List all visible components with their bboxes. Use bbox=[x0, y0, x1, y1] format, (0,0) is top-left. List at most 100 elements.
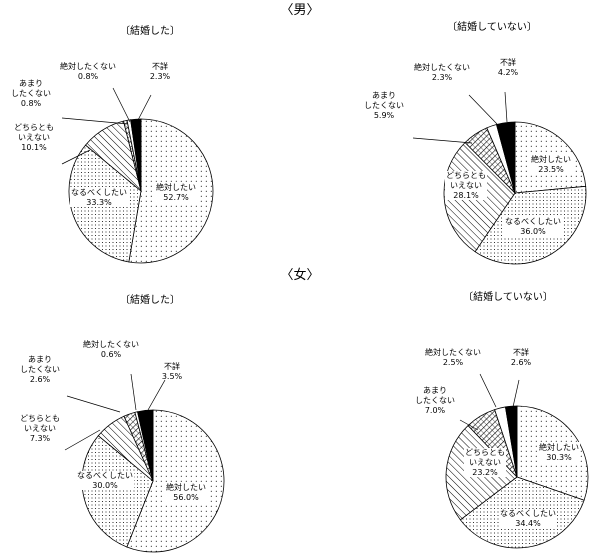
slice-value-label: 36.0% bbox=[520, 227, 546, 236]
slice-unknown bbox=[504, 405, 518, 478]
slice-category-label: なるべくしたい bbox=[505, 217, 561, 226]
pie-female-unmarried: 〔結婚していない〕絶対したい 30.3% なるべくしたい 34.4% どちらともいえない… bbox=[415, 290, 589, 549]
leader-line bbox=[504, 91, 508, 123]
slice-label: どちらともいえない 28.1% bbox=[446, 171, 486, 200]
pie-female-married: 〔結婚した〕絶対したい 56.0% なるべくしたい 30.0% どちらともいえない 7.3… bbox=[20, 293, 225, 553]
pie-male-married: 〔結婚した〕絶対したい 52.7% なるべくしたい 33.3% どちらともいえない 10.… bbox=[11, 24, 214, 264]
slice-category-label: 不詳 bbox=[164, 361, 180, 371]
leader-line bbox=[112, 87, 131, 123]
slice-value-label: 3.5% bbox=[162, 372, 183, 381]
slice-category-label: あまり bbox=[19, 79, 43, 88]
slice-value-label: 33.3% bbox=[86, 198, 112, 207]
slice-value-label: 2.3% bbox=[432, 73, 453, 82]
slice-label: あまりしたくない 5.9% bbox=[364, 91, 404, 120]
slice-value-label: 7.0% bbox=[425, 406, 446, 415]
slice-preferably-want bbox=[81, 435, 154, 548]
slice-category-label: 絶対したい bbox=[531, 154, 571, 164]
slice-category-label: なるべくしたい bbox=[500, 509, 556, 518]
slice-unknown bbox=[130, 118, 142, 192]
slice-label: なるべくしたい 30.0% bbox=[77, 471, 133, 490]
leader-line bbox=[412, 137, 473, 144]
leader-line bbox=[61, 117, 129, 125]
slice-category-label: 絶対したくない bbox=[414, 62, 470, 72]
slice-value-label: 28.1% bbox=[453, 191, 479, 200]
section-heading-male: 〈男〉 bbox=[280, 3, 319, 18]
chart-title: 〔結婚した〕 bbox=[120, 293, 180, 306]
slice-category-label: 絶対したくない bbox=[83, 339, 139, 349]
slice-label: どちらともいえない 7.3% bbox=[20, 414, 60, 443]
slice-category-label: どちらとも bbox=[465, 448, 505, 457]
leader-line bbox=[61, 149, 91, 165]
slice-value-label: 23.5% bbox=[538, 165, 564, 174]
slice-label: どちらともいえない 10.1% bbox=[14, 123, 54, 152]
slice-value-label: 2.6% bbox=[30, 375, 51, 384]
label-backdrop bbox=[538, 442, 580, 462]
slice-value-label: 2.3% bbox=[150, 72, 171, 81]
slice-label: 絶対したい 23.5% bbox=[531, 154, 571, 174]
chart-title: 〔結婚した〕 bbox=[120, 24, 180, 37]
slice-value-label: 0.8% bbox=[21, 99, 42, 108]
slice-category-label: どちらとも bbox=[14, 123, 54, 132]
slice-label: なるべくしたい 34.4% bbox=[500, 509, 556, 528]
leader-line bbox=[66, 395, 121, 413]
slice-category-label: いえない bbox=[18, 133, 50, 142]
chart-title: 〔結婚していない〕 bbox=[447, 20, 537, 33]
slice-value-label: 10.1% bbox=[21, 143, 47, 152]
slice-value-label: 7.3% bbox=[30, 434, 51, 443]
slice-label: 不詳 2.6% bbox=[511, 347, 532, 367]
slice-label: 絶対したくない 0.6% bbox=[83, 339, 139, 359]
slice-category-label: いえない bbox=[24, 424, 56, 433]
slice-value-label: 0.6% bbox=[101, 350, 122, 359]
slice-category-label: なるべくしたい bbox=[71, 188, 127, 197]
slice-label: あまりしたくない 2.6% bbox=[20, 355, 60, 384]
slice-category-label: 不詳 bbox=[513, 347, 529, 357]
slice-category-label: 絶対したい bbox=[539, 442, 579, 452]
slice-category-label: どちらとも bbox=[446, 171, 486, 180]
slice-value-label: 34.4% bbox=[515, 519, 541, 528]
slice-category-label: したくない bbox=[11, 89, 51, 98]
slice-label: 絶対したい 56.0% bbox=[166, 482, 206, 502]
label-backdrop bbox=[165, 482, 207, 502]
slice-label: なるべくしたい 36.0% bbox=[505, 217, 561, 236]
slice-category-label: したくない bbox=[415, 396, 455, 405]
slice-value-label: 52.7% bbox=[163, 193, 189, 202]
leader-line bbox=[468, 94, 498, 125]
slice-label: 不詳 2.3% bbox=[150, 61, 171, 81]
label-backdrop bbox=[76, 471, 134, 490]
leader-line bbox=[479, 373, 497, 408]
slice-label: 絶対したい 30.3% bbox=[539, 442, 579, 462]
label-backdrop bbox=[464, 448, 506, 477]
pie-male-unmarried: 〔結婚していない〕絶対したい 23.5% なるべくしたい 36.0% どちらともいえない… bbox=[364, 20, 587, 265]
slice-category-label: あまり bbox=[28, 355, 52, 364]
slice-label: 絶対したくない 2.3% bbox=[414, 62, 470, 82]
leader-line bbox=[459, 419, 479, 431]
chart-title: 〔結婚していない〕 bbox=[463, 290, 553, 303]
slice-value-label: 30.0% bbox=[92, 481, 118, 490]
label-backdrop bbox=[70, 188, 128, 207]
slice-category-label: 絶対したくない bbox=[60, 61, 116, 71]
slice-value-label: 56.0% bbox=[173, 493, 199, 502]
slice-label: 絶対したくない 2.5% bbox=[425, 347, 481, 367]
slice-category-label: いえない bbox=[469, 458, 501, 467]
slice-category-label: いえない bbox=[450, 181, 482, 190]
slice-value-label: 0.8% bbox=[78, 72, 99, 81]
leader-line bbox=[147, 379, 166, 411]
slice-category-label: 絶対したい bbox=[166, 482, 206, 492]
slice-label: あまりしたくない 7.0% bbox=[415, 386, 455, 415]
slice-value-label: 2.6% bbox=[511, 358, 532, 367]
slice-value-label: 2.5% bbox=[443, 358, 464, 367]
slice-unknown bbox=[495, 121, 516, 194]
leader-line bbox=[512, 379, 520, 408]
slice-value-label: 4.2% bbox=[498, 68, 519, 77]
slice-category-label: あまり bbox=[372, 91, 396, 100]
slice-value-label: 23.2% bbox=[472, 468, 498, 477]
slice-label: 絶対したくない 0.8% bbox=[60, 61, 116, 81]
slice-label: 絶対したい 52.7% bbox=[156, 182, 196, 202]
label-backdrop bbox=[504, 217, 562, 236]
slice-category-label: なるべくしたい bbox=[77, 471, 133, 480]
slice-unknown bbox=[137, 409, 154, 482]
section-heading-female: 〈女〉 bbox=[280, 267, 319, 283]
slice-category-label: 不詳 bbox=[152, 61, 168, 71]
leader-line bbox=[136, 94, 152, 123]
